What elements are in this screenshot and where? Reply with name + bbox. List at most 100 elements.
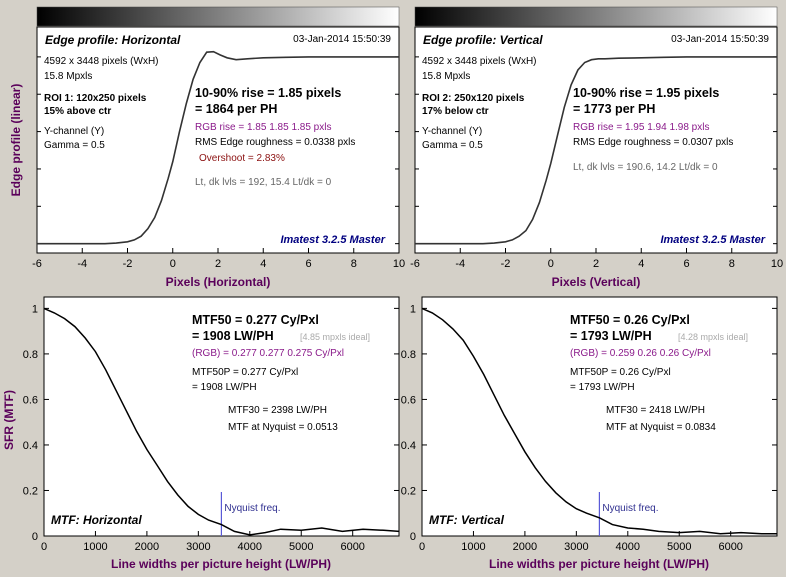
- mtf50-line-1: MTF50 = 0.26 Cy/Pxl: [570, 313, 690, 327]
- rms-roughness: RMS Edge roughness = 0.0338 pxls: [195, 137, 355, 148]
- x-tick-label: 6000: [340, 541, 364, 553]
- timestamp: 03-Jan-2014 15:50:39: [671, 34, 769, 45]
- info-line: Y-channel (Y): [422, 126, 482, 137]
- mtf-line: [43, 307, 400, 536]
- rise-line-1: 10-90% rise = 1.85 pixels: [195, 86, 341, 100]
- mtf30: MTF30 = 2398 LW/PH: [228, 405, 327, 416]
- x-tick-label: 2000: [135, 541, 159, 553]
- edge-profile-line: [415, 56, 777, 245]
- x-tick-label: 6000: [718, 541, 742, 553]
- watermark: Imatest 3.2.5 Master: [280, 234, 385, 246]
- y-axis-label: SFR (MTF): [2, 390, 16, 450]
- x-tick-label: 0: [41, 541, 47, 553]
- info-line: Gamma = 0.5: [44, 140, 105, 151]
- x-ticks: [414, 56, 778, 253]
- y-tick-label: 0: [410, 531, 416, 543]
- plot-area: [414, 26, 778, 254]
- info-line: 4592 x 3448 pixels (WxH): [44, 56, 159, 67]
- mtf-at-nyquist: MTF at Nyquist = 0.0834: [606, 422, 716, 433]
- y-tick-label: 0.2: [23, 485, 38, 497]
- y-tick-label: 0.6: [401, 394, 416, 406]
- x-axis-label: Line widths per picture height (LW/PH): [489, 557, 709, 571]
- x-tick-label: 2: [593, 258, 599, 270]
- mtf50p-line-1: MTF50P = 0.277 Cy/Pxl: [192, 367, 298, 378]
- x-tick-label: 0: [548, 258, 554, 270]
- y-tick-label: 0.2: [401, 485, 416, 497]
- info-line: 4592 x 3448 pixels (WxH): [422, 56, 537, 67]
- x-tick-label: 10: [393, 258, 405, 270]
- x-tick-label: -2: [501, 258, 511, 270]
- x-tick-label: 10: [771, 258, 783, 270]
- info-line: 15.8 Mpxls: [44, 71, 92, 82]
- y-tick-label: 0.8: [401, 349, 416, 361]
- x-tick-label: 3000: [564, 541, 588, 553]
- x-tick-label: 0: [170, 258, 176, 270]
- rgb-mtf50: (RGB) = 0.277 0.277 0.275 Cy/Pxl: [192, 348, 344, 359]
- rise-line-2: = 1864 per PH: [195, 102, 277, 116]
- rgb-mtf50: (RGB) = 0.259 0.26 0.26 Cy/Pxl: [570, 348, 711, 359]
- x-tick-labels: -6 -4 -2 0 2 4 6 8 10: [32, 258, 405, 270]
- x-tick-label: 2000: [513, 541, 537, 553]
- levels: Lt, dk lvls = 192, 15.4 Lt/dk = 0: [195, 177, 332, 188]
- chart-title: MTF: Vertical: [429, 513, 505, 527]
- panel-edge-horizontal: Edge profile: Horizontal 03-Jan-2014 15:…: [9, 26, 405, 289]
- x-tick-label: 1000: [461, 541, 485, 553]
- y-tick-label: 0.4: [401, 440, 416, 452]
- x-tick-label: -6: [410, 258, 420, 270]
- info-line: ROI 1: 120x250 pixels: [44, 93, 147, 104]
- y-tick-label: 0: [32, 531, 38, 543]
- mtf-at-nyquist: MTF at Nyquist = 0.0513: [228, 422, 338, 433]
- mtf30: MTF30 = 2418 LW/PH: [606, 405, 705, 416]
- x-tick-label: 8: [729, 258, 735, 270]
- x-tick-label: 2: [215, 258, 221, 270]
- panel-mtf-vertical: Nyquist freq. MTF50 = 0.26 Cy/Pxl = 1793…: [401, 296, 778, 571]
- x-tick-label: -6: [32, 258, 42, 270]
- y-tick-label: 0.4: [23, 440, 38, 452]
- x-tick-label: 3000: [186, 541, 210, 553]
- axis-ticks: [421, 307, 777, 537]
- x-tick-label: 4: [638, 258, 644, 270]
- mtf50p-line-1: MTF50P = 0.26 Cy/Pxl: [570, 367, 671, 378]
- rise-line-1: 10-90% rise = 1.95 pixels: [573, 86, 719, 100]
- levels: Lt, dk lvls = 190.6, 14.2 Lt/dk = 0: [573, 162, 718, 173]
- tick-labels: 0 1000 2000 3000 4000 5000 6000 0 0.2 0.4 0.6 0.8 1: [401, 303, 743, 553]
- gray-ramp-right: [414, 6, 778, 27]
- mtf50-line-2: = 1908 LW/PH: [192, 329, 274, 343]
- timestamp: 03-Jan-2014 15:50:39: [293, 34, 391, 45]
- mtf50-line-2: = 1793 LW/PH: [570, 329, 652, 343]
- y-tick-label: 1: [410, 303, 416, 315]
- rise-line-2: = 1773 per PH: [573, 102, 655, 116]
- x-axis-label: Pixels (Horizontal): [166, 275, 271, 289]
- x-tick-label: 6: [683, 258, 689, 270]
- x-axis-label: Pixels (Vertical): [552, 275, 641, 289]
- rgb-rise: RGB rise = 1.85 1.85 1.85 pxls: [195, 122, 331, 133]
- x-tick-label: 6: [305, 258, 311, 270]
- x-tick-label: -4: [77, 258, 87, 270]
- panel-edge-vertical: Edge profile: Vertical 03-Jan-2014 15:50…: [410, 26, 783, 289]
- x-tick-label: 1000: [83, 541, 107, 553]
- info-line: 15% above ctr: [44, 106, 111, 117]
- chart-title: Edge profile: Vertical: [423, 33, 543, 47]
- info-line: Y-channel (Y): [44, 126, 104, 137]
- x-tick-label: 0: [419, 541, 425, 553]
- x-tick-label: 4: [260, 258, 266, 270]
- x-tick-label: -4: [455, 258, 465, 270]
- rms-roughness: RMS Edge roughness = 0.0307 pxls: [573, 137, 733, 148]
- chart-title: Edge profile: Horizontal: [45, 33, 181, 47]
- gray-ramp-left: [36, 6, 400, 27]
- x-tick-labels: -6 -4 -2 0 2 4 6 8 10: [410, 258, 783, 270]
- overshoot: Overshoot = 2.83%: [199, 153, 285, 164]
- info-line: 17% below ctr: [422, 106, 489, 117]
- tick-labels: 0 1000 2000 3000 4000 5000 6000 0 0.2 0.4 0.6 0.8 1: [23, 303, 365, 553]
- x-tick-label: 4000: [616, 541, 640, 553]
- watermark: Imatest 3.2.5 Master: [660, 234, 765, 246]
- y-tick-label: 0.8: [23, 349, 38, 361]
- info-line: ROI 2: 250x120 pixels: [422, 93, 525, 104]
- plot-area: [36, 26, 400, 254]
- ideal-mpxls: [4.28 mpxls ideal]: [678, 332, 748, 342]
- y-axis-label: Edge profile (linear): [9, 84, 23, 197]
- x-tick-label: 8: [351, 258, 357, 270]
- rgb-rise: RGB rise = 1.95 1.94 1.98 pxls: [573, 122, 709, 133]
- nyquist-label: Nyquist freq.: [224, 503, 280, 514]
